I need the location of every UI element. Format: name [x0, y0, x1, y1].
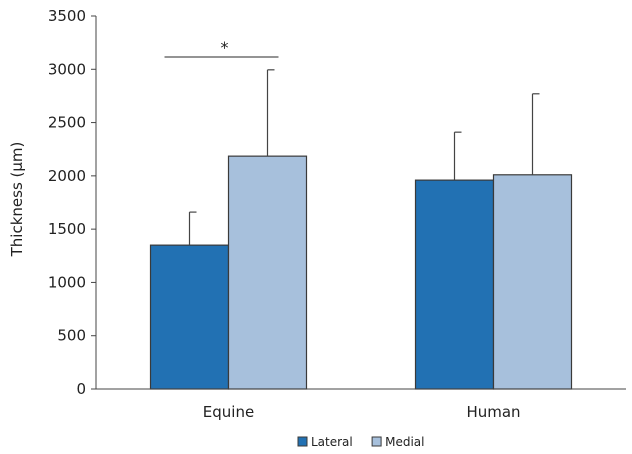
- x-category-label: Equine: [203, 403, 254, 421]
- legend-label-lateral: Lateral: [311, 435, 353, 449]
- legend-swatch-medial: [371, 436, 382, 447]
- bar-medial-human: [492, 174, 573, 390]
- y-tick-label: 2000: [48, 167, 86, 185]
- y-tick-label: 500: [57, 327, 86, 345]
- error-bars: [188, 69, 540, 246]
- bar-lateral-equine: [149, 244, 230, 390]
- y-axis-title: Thickness (µm): [8, 142, 26, 258]
- bar-medial-equine: [227, 155, 308, 390]
- y-tick-label: 1000: [48, 273, 86, 291]
- x-axis: Equine Human: [96, 388, 626, 421]
- legend: Lateral Medial: [297, 435, 424, 449]
- y-tick-label: 3500: [48, 7, 86, 25]
- y-tick-label: 1500: [48, 220, 86, 238]
- annotations: *: [164, 38, 279, 58]
- y-tick-label: 0: [76, 380, 86, 398]
- legend-swatch-lateral: [297, 436, 308, 447]
- bar-lateral-human: [414, 179, 495, 390]
- y-tick-label: 2500: [48, 114, 86, 132]
- bars: [149, 155, 573, 390]
- significance-asterisk: *: [221, 38, 229, 57]
- legend-label-medial: Medial: [385, 435, 424, 449]
- x-category-label: Human: [466, 403, 520, 421]
- y-tick-label: 3000: [48, 60, 86, 78]
- y-axis: 0 500 1000 1500 2000 2500 3000 3500: [48, 7, 97, 398]
